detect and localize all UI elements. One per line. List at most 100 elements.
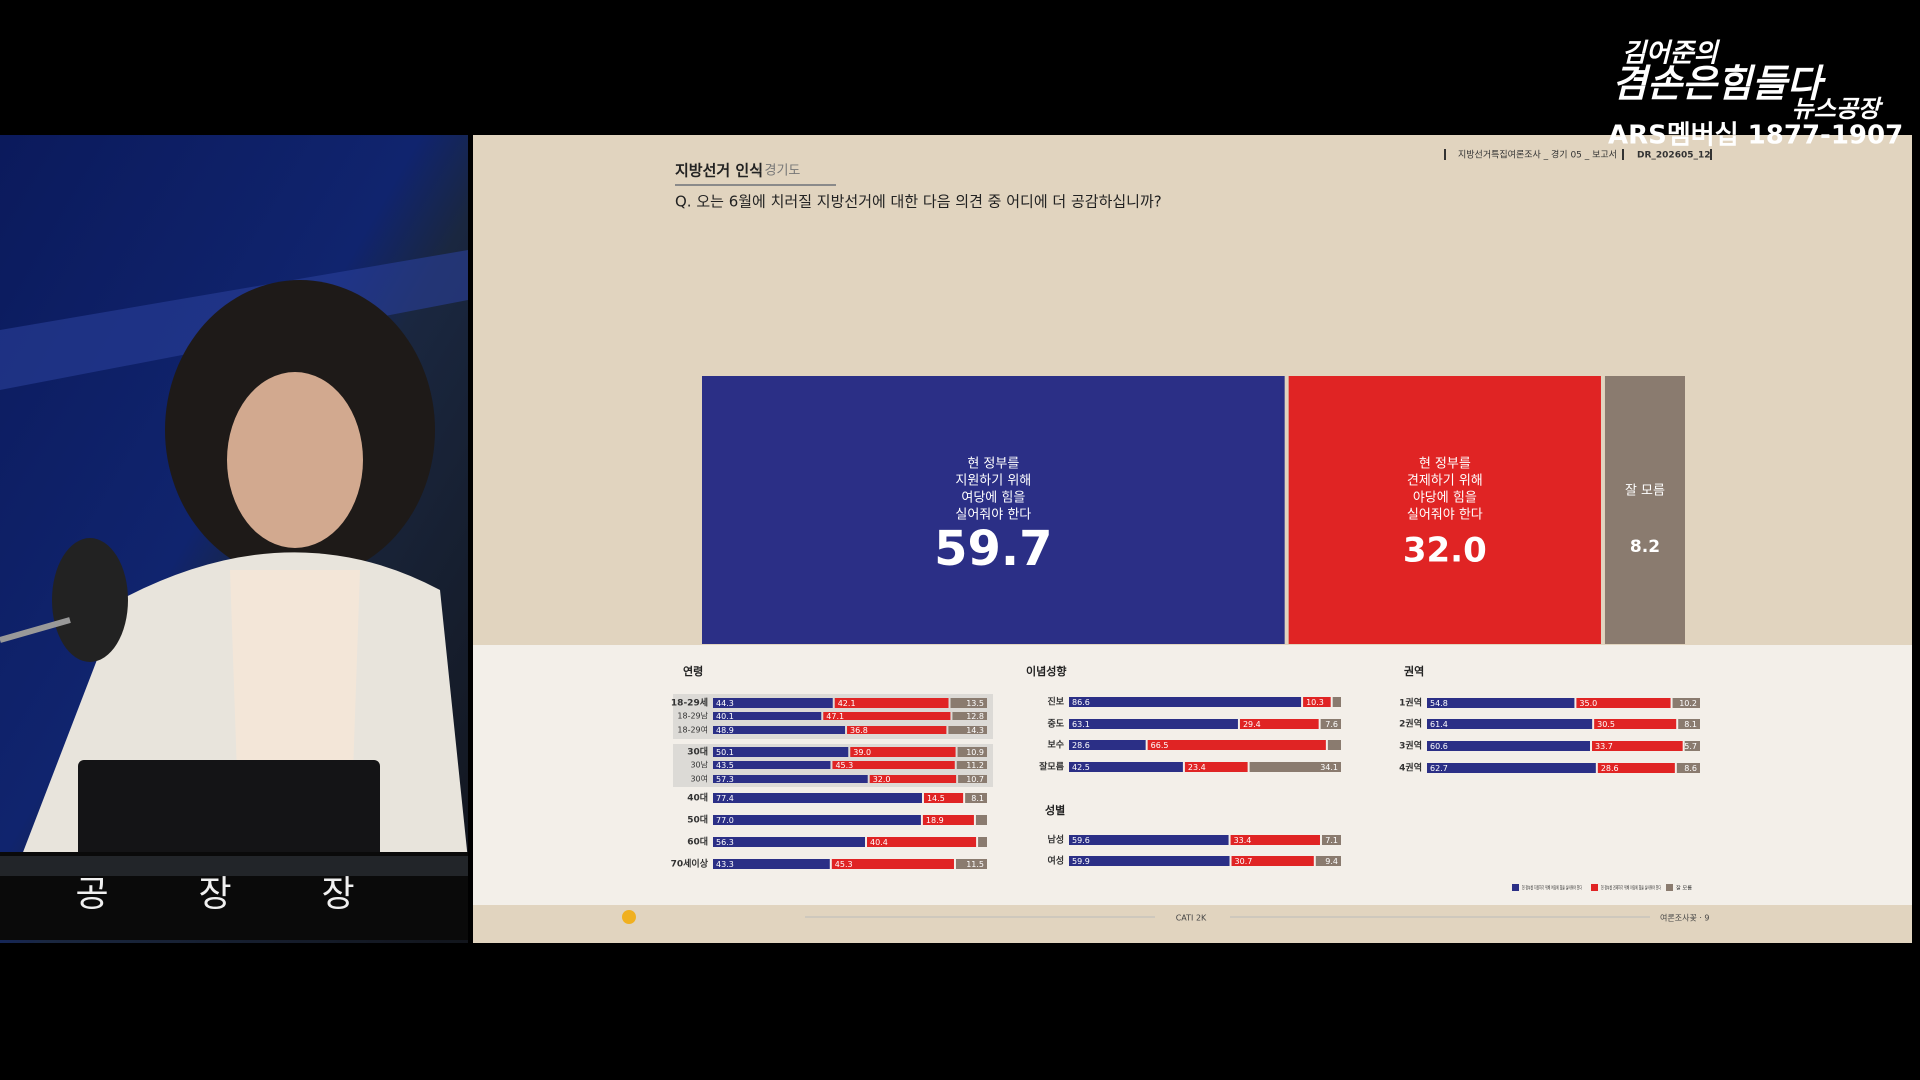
row-segment [1684,741,1700,751]
row-segment [1678,719,1700,729]
row-label: 70세이상 [671,858,709,870]
legend-label: 잘 모름 [1676,885,1692,892]
row-value: 56.3 [716,838,734,847]
row-value: 14.5 [927,794,945,803]
segment-label: 지원하기 위해 [955,474,1031,489]
footer-center: CATI 2K [1176,914,1207,923]
row-label: 4권역 [1399,762,1422,774]
podium-char: 장 [321,874,354,915]
row-segment [834,698,949,708]
main-segment [1604,376,1685,644]
row-value: 54.8 [1430,699,1448,708]
row-value: 44.3 [716,699,734,708]
row-segment [978,837,987,847]
row-segment [1239,719,1319,729]
segment-label: 현 정부를 [1419,457,1471,472]
row-segment [1184,762,1248,772]
row-segment [713,747,849,757]
row-value: 57.3 [716,775,734,784]
main-segment [702,376,1285,644]
row-segment [1594,719,1677,729]
row-segment [957,747,987,757]
row-segment [1069,740,1146,750]
row-segment [832,761,955,769]
mic-arm [0,617,71,643]
question: Q. 오는 6월에 치러질 지방선거에 대한 다음 의견 중 어디에 더 공감하… [675,193,1162,211]
podium-inlay [0,856,468,876]
row-label: 40대 [687,792,708,804]
row-value: 23.4 [1188,763,1206,772]
segment-value: 59.7 [934,521,1052,577]
row-segment [950,698,987,708]
row-value: 47.1 [826,712,844,721]
doc-code: DR_202605_12 [1637,151,1711,161]
breakdown-title: 성별 [1045,803,1065,817]
row-value: 66.5 [1151,741,1169,750]
row-segment [923,793,964,803]
row-value: 40.1 [716,712,734,721]
logo-line: 겸손은힘들다 [1612,62,1827,106]
laptop [78,760,380,860]
slide: 지방선거 인식 : 경기도 Q. 오는 6월에 치러질 지방선거에 대한 다음 … [473,135,1912,943]
row-segment [713,837,866,847]
row-value: 43.3 [716,860,734,869]
segment-label: 실어줘야 한다 [1407,508,1483,523]
row-value: 10.7 [966,775,984,784]
legend-swatch [1666,884,1673,891]
row-segment [1069,835,1229,845]
row-value: 36.8 [850,726,868,735]
row-value: 45.3 [835,761,853,770]
row-value: 39.0 [853,748,871,757]
row-segment [965,793,987,803]
row-value: 62.7 [1430,764,1448,773]
row-segment [713,726,846,734]
row-value: 12.8 [966,712,984,721]
row-value: 45.3 [835,860,853,869]
row-value: 59.9 [1072,857,1090,866]
row-segment [713,815,921,825]
row-segment [1315,856,1341,866]
row-segment [713,775,868,783]
row-segment [867,837,977,847]
row-value: 50.1 [716,748,734,757]
row-segment [956,761,987,769]
row-label: 18-29세 [671,697,708,709]
legend-swatch [1591,884,1598,891]
row-segment [823,712,951,720]
footer-icon [622,910,636,924]
podium-char: 공 [75,874,108,915]
row-segment [850,747,956,757]
footer-right: 여론조사꽃 · 9 [1660,913,1710,923]
row-segment [975,815,987,825]
row-value: 8.1 [1684,720,1697,729]
row-value: 63.1 [1072,720,1090,729]
row-segment [1069,762,1183,772]
row-label: 30남 [690,761,708,770]
row-segment [1427,719,1593,729]
row-value: 13.5 [966,699,984,708]
row-value: 33.7 [1595,742,1613,751]
segment-label: 여당에 힘을 [961,491,1025,506]
row-label: 2권역 [1399,718,1422,730]
face [227,372,363,548]
segment-value: 8.2 [1630,537,1660,557]
row-segment [1303,697,1331,707]
row-segment [869,775,957,783]
row-segment [1320,719,1341,729]
row-segment [713,761,831,769]
row-label: 진보 [1047,696,1064,708]
row-value: 30.7 [1235,857,1253,866]
breakdown-title: 연령 [683,664,703,678]
video-panel: 공 장 장 [0,135,468,943]
row-value: 11.2 [966,761,984,770]
legend-label: 현 정부를 지원하기 위해 여당에 힘을 실어줘야 한다 [1522,885,1582,892]
row-label: 여성 [1047,855,1064,867]
row-segment [713,698,833,708]
row-label: 중도 [1047,719,1064,730]
row-value: 61.4 [1430,720,1448,729]
row-value: 40.4 [870,838,888,847]
logo-line: 김어준의 [1622,39,1721,69]
row-segment [1332,697,1341,707]
row-value: 77.0 [716,816,734,825]
